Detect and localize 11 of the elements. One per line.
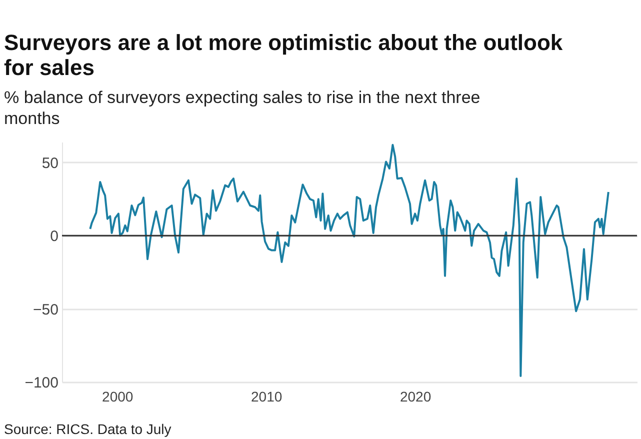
x-tick-label: 2000 <box>102 388 134 404</box>
y-tick-label: 0 <box>50 228 58 246</box>
chart-title: Surveyors are a lot more optimistic about the outlook for sales <box>4 30 564 80</box>
y-tick-label: −100 <box>24 374 58 392</box>
y-tick-label: 50 <box>42 154 58 172</box>
line-series <box>89 144 610 377</box>
x-tick-label: 2010 <box>251 388 282 404</box>
chart-subtitle: % balance of surveyors expecting sales to rise in the next three months <box>4 88 480 128</box>
y-tick-label: −50 <box>33 301 58 318</box>
source-note: Source: RICS. Data to July <box>4 421 172 437</box>
x-tick-label: 2020 <box>400 388 432 404</box>
